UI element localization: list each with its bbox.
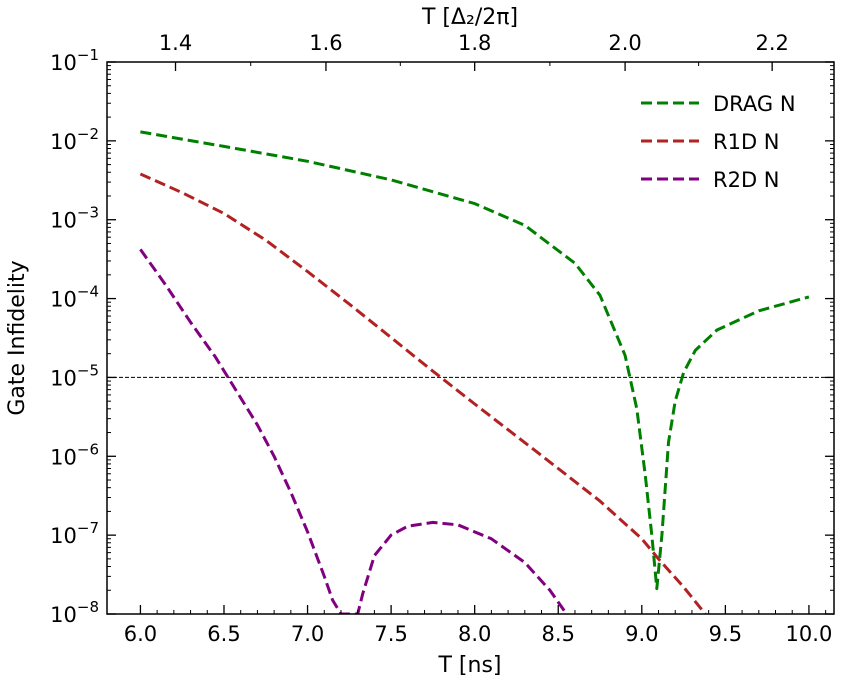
x-tick-label: 10.0	[786, 622, 833, 646]
y-tick-label: 10−1	[50, 46, 99, 75]
legend-label: R2D N	[713, 168, 780, 192]
x-tick-label: 9.0	[625, 622, 658, 646]
x-tick-label: 7.5	[374, 622, 407, 646]
x-axis-title: T [ns]	[437, 653, 501, 678]
top-tick-label: 1.6	[309, 31, 342, 55]
x-tick-label: 7.0	[291, 622, 324, 646]
y-tick-label: 10−8	[50, 598, 99, 627]
y-tick-label: 10−2	[50, 125, 99, 154]
top-tick-label: 1.4	[159, 31, 192, 55]
legend-label: R1D N	[713, 130, 780, 154]
series-line-drag-n	[140, 130, 810, 591]
y-axis-title: Gate Infidelity	[5, 260, 30, 415]
series-line-r1d-n	[139, 172, 707, 614]
x-tick-label: 6.0	[124, 622, 157, 646]
legend: DRAG N R1D N R2D N	[641, 92, 796, 192]
top-tick-label: 1.8	[458, 31, 491, 55]
plot-frame	[106, 61, 835, 615]
y-tick-label: 10−5	[50, 361, 99, 390]
y-tick-label: 10−7	[50, 519, 99, 548]
y-tick-label: 10−3	[50, 204, 99, 233]
top-tick-label: 2.2	[755, 31, 788, 55]
top-tick-label: 2.0	[608, 31, 641, 55]
x-tick-label: 9.5	[709, 622, 742, 646]
x-tick-label: 8.0	[458, 622, 491, 646]
series-line-r2d-n	[139, 248, 568, 614]
x-tick-label: 6.5	[207, 622, 240, 646]
legend-label: DRAG N	[713, 92, 796, 116]
y-tick-label: 10−4	[50, 283, 99, 312]
y-tick-label: 10−6	[50, 440, 99, 469]
top-axis-title: T [Δ₂/2π]	[421, 5, 518, 30]
x-tick-label: 8.5	[542, 622, 575, 646]
